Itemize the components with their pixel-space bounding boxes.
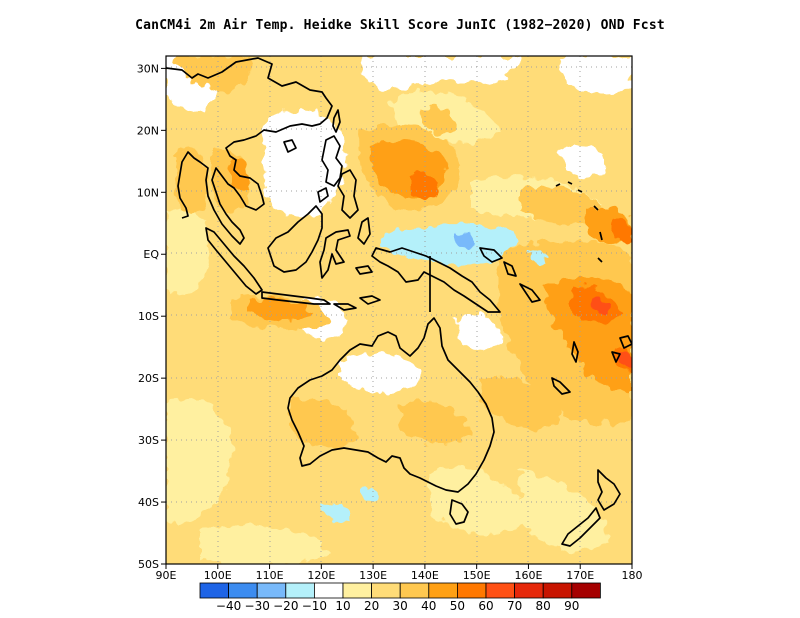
colorbar-label: 60 bbox=[478, 599, 493, 613]
colorbar-label: 90 bbox=[564, 599, 579, 613]
colorbar-swatch bbox=[199, 582, 230, 599]
colorbar-swatch bbox=[485, 582, 516, 599]
lon-tick-label: 110E bbox=[256, 569, 284, 582]
colorbar-swatch bbox=[514, 582, 544, 599]
lon-tick-label: 140E bbox=[411, 569, 439, 582]
lon-tick-label: 130E bbox=[359, 569, 387, 582]
longitude-axis: 90E 100E 110E 120E 130E 140E 150E 160E 170E 180 bbox=[156, 564, 643, 582]
lon-tick-label: 180 bbox=[622, 569, 643, 582]
map-title: CanCM4i 2m Air Temp. Heidke Skill Score … bbox=[135, 18, 665, 33]
colorbar-label: 40 bbox=[421, 599, 436, 613]
latitude-axis: 30N 20N 10N EQ 10S 20S 30S 40S 50S bbox=[137, 62, 166, 571]
colorbar-label: 30 bbox=[393, 599, 408, 613]
colorbar-label: −20 bbox=[273, 599, 298, 613]
lon-tick-label: 120E bbox=[307, 569, 335, 582]
lat-tick-label: 10S bbox=[138, 310, 159, 323]
colorbar-swatch bbox=[542, 582, 573, 599]
colorbar-label: 80 bbox=[536, 599, 551, 613]
colorbar-legend: −40 −30 −20 −10 10 20 30 40 50 60 70 80 90 bbox=[199, 582, 601, 613]
lon-tick-label: 160E bbox=[514, 569, 542, 582]
colorbar-swatch bbox=[456, 582, 487, 599]
colorbar-swatch bbox=[342, 582, 373, 599]
colorbar-swatch bbox=[256, 582, 287, 599]
lat-tick-label: EQ bbox=[143, 248, 159, 261]
lat-tick-label: 30N bbox=[137, 62, 159, 75]
lon-tick-label: 90E bbox=[156, 569, 177, 582]
colorbar-label: −30 bbox=[245, 599, 270, 613]
map-frame bbox=[165, 55, 633, 565]
lat-tick-label: 10N bbox=[137, 186, 159, 199]
colorbar-swatch bbox=[428, 582, 458, 599]
colorbar-label: 50 bbox=[450, 599, 465, 613]
colorbar-label: −40 bbox=[216, 599, 241, 613]
lat-tick-label: 50S bbox=[138, 558, 159, 571]
colorbar-label: 20 bbox=[364, 599, 379, 613]
lat-tick-label: 30S bbox=[138, 434, 159, 447]
colorbar-swatch bbox=[571, 582, 601, 599]
colorbar-swatch bbox=[399, 582, 430, 599]
lat-tick-label: 20N bbox=[137, 124, 159, 137]
colorbar-swatch bbox=[228, 582, 258, 599]
lon-tick-label: 170E bbox=[566, 569, 594, 582]
colorbar-label: −10 bbox=[302, 599, 327, 613]
colorbar-swatch bbox=[313, 582, 344, 599]
lon-tick-label: 100E bbox=[204, 569, 232, 582]
colorbar-label: 10 bbox=[335, 599, 350, 613]
colorbar-swatch bbox=[285, 582, 315, 599]
coastlines bbox=[166, 57, 632, 547]
colorbar-swatch bbox=[371, 582, 401, 599]
lat-tick-label: 40S bbox=[138, 496, 159, 509]
lon-tick-label: 150E bbox=[463, 569, 491, 582]
colorbar-label: 70 bbox=[507, 599, 522, 613]
lat-tick-label: 20S bbox=[138, 372, 159, 385]
skill-shading bbox=[166, 56, 632, 564]
